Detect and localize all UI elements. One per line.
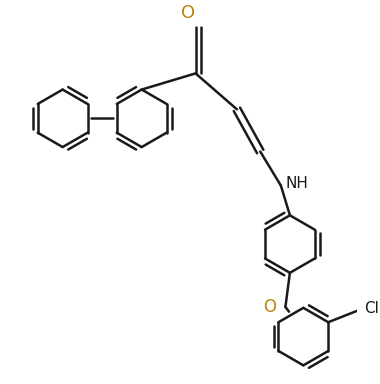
- Text: O: O: [263, 298, 276, 316]
- Text: O: O: [181, 4, 195, 22]
- Text: NH: NH: [285, 176, 308, 191]
- Text: Cl: Cl: [364, 301, 379, 316]
